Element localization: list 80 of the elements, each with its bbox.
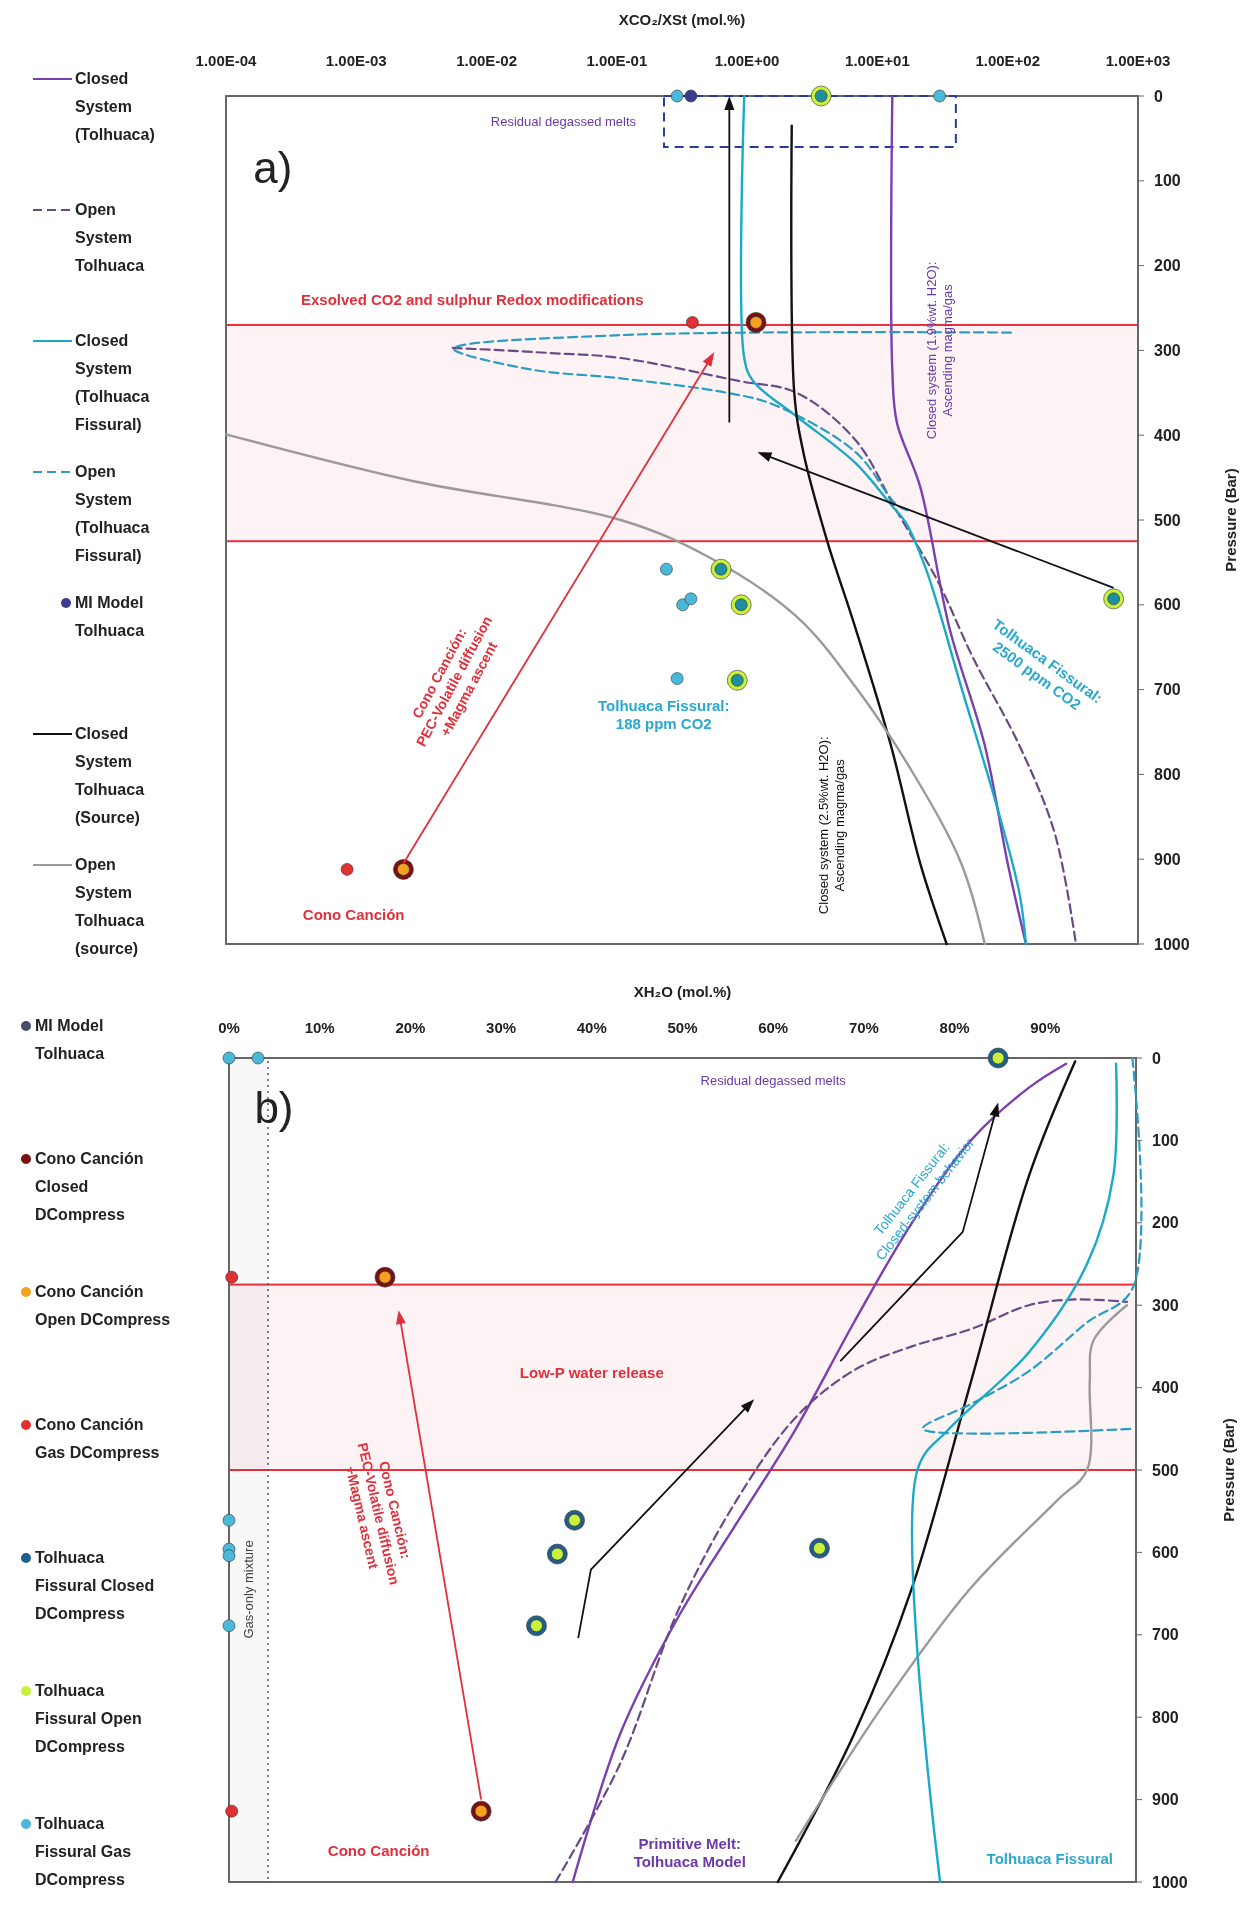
- x-tick-label: 1.00E-03: [325, 52, 387, 69]
- annotation: b): [254, 1082, 294, 1132]
- legend-label: MI Model Tolhuaca: [75, 594, 145, 639]
- y-tick-label: 700: [1152, 1626, 1179, 1644]
- y-tick-label: 0: [1152, 1049, 1161, 1067]
- x-tick-label: 70%: [848, 1019, 879, 1036]
- y-tick-label: 500: [1152, 1461, 1179, 1479]
- y-tick-label: 300: [1154, 342, 1181, 359]
- y-tick-label: 800: [1154, 766, 1181, 783]
- point: [222, 1513, 236, 1527]
- y-tick-label: 900: [1152, 1791, 1179, 1809]
- annotation: Residual degassed melts: [700, 1072, 847, 1088]
- x-tick-label: 90%: [1030, 1019, 1061, 1036]
- legend-label: Closed System Tolhuaca (Source): [75, 725, 145, 826]
- legend-label: Closed System (Tolhuaca): [75, 70, 155, 143]
- legend-label: Closed System (Tolhuaca Fissural): [75, 332, 150, 433]
- annotation: Closed system (1.9%wt. H2O): Ascending magma/gas: [923, 261, 955, 440]
- x-tick-label: 10%: [304, 1019, 335, 1036]
- legend-label: Cono Canción Open DCompress: [35, 1283, 171, 1328]
- x-tick-label: 1.00E-04: [195, 52, 258, 69]
- x-tick-label: 1.00E+00: [714, 52, 780, 69]
- y-tick-label: 300: [1152, 1296, 1179, 1314]
- annotation: Tolhuaca Fissural: 188 ppm CO2: [598, 697, 730, 733]
- x-tick-label: 1.00E-02: [456, 52, 518, 69]
- x-tick-label: 20%: [395, 1019, 426, 1036]
- annotation: Primitive Melt: Tolhuaca Model: [633, 1835, 746, 1871]
- y-axis-title: Pressure (Bar): [1222, 468, 1239, 572]
- y-tick-label: 400: [1152, 1379, 1179, 1397]
- legend-label: MI Model Tolhuaca: [35, 1017, 105, 1062]
- y-tick-label: 200: [1154, 257, 1181, 275]
- annotation: a): [253, 143, 293, 193]
- y-tick-label: 0: [1154, 87, 1163, 105]
- y-tick-label: 400: [1154, 426, 1181, 444]
- legend-label: Tolhuaca Fissural Closed DCompress: [35, 1549, 155, 1622]
- legend-label: Tolhuaca Fissural Gas DCompress: [35, 1815, 132, 1888]
- point: [225, 1804, 239, 1818]
- y-tick-label: 700: [1154, 681, 1181, 699]
- y-tick-label: 800: [1152, 1708, 1179, 1726]
- point: [222, 1549, 236, 1562]
- y-tick-label: 900: [1154, 850, 1181, 868]
- y-tick-label: 500: [1154, 511, 1181, 529]
- x-tick-label: 1.00E+01: [845, 52, 910, 69]
- x-tick-label: 1.00E-01: [586, 52, 648, 69]
- y-tick-label: 100: [1152, 1132, 1179, 1149]
- y-tick-label: 200: [1152, 1214, 1179, 1232]
- y-axis-title: Pressure (Bar): [1220, 1418, 1237, 1522]
- band-label: Gas-only mixture: [241, 1540, 257, 1639]
- x-tick-label: 60%: [758, 1019, 789, 1036]
- point: [222, 1619, 236, 1633]
- point: [225, 1270, 239, 1284]
- x-tick-label: 0%: [218, 1019, 240, 1036]
- x-tick-label: 30%: [486, 1019, 517, 1036]
- annotation: Low-P water release: [519, 1364, 664, 1382]
- legend-label: Open System Tolhuaca (source): [75, 856, 145, 957]
- annotation: Tolhuaca Fissural: [986, 1850, 1114, 1868]
- legend-label: Tolhuaca Fissural Open DCompress: [35, 1682, 142, 1755]
- legend-label: Open System Tolhuaca: [75, 201, 145, 274]
- annotation: Residual degassed melts: [490, 113, 637, 129]
- x-tick-label: 50%: [667, 1019, 698, 1036]
- annotation: Cono Canción: [302, 905, 405, 923]
- point: [251, 1051, 265, 1065]
- annotation: Cono Canción: [327, 1841, 430, 1859]
- annotation: Closed system (2.5%wt. H2O): Ascending magma/gas: [816, 736, 847, 915]
- annotation: Exsolved CO2 and sulphur Redox modifications: [300, 290, 644, 308]
- x-tick-label: 1.00E+03: [1105, 52, 1171, 69]
- legend-label: Cono Canción Closed DCompress: [35, 1150, 144, 1223]
- y-tick-label: 600: [1152, 1544, 1179, 1561]
- legend-label: Open System (Tolhuaca Fissural): [75, 463, 150, 564]
- y-tick-label: 100: [1154, 172, 1181, 190]
- x-axis-title: XH₂O (mol.%): [633, 983, 732, 1000]
- y-tick-label: 600: [1154, 596, 1181, 614]
- line-series: [794, 1304, 1129, 1842]
- x-tick-label: 1.00E+02: [975, 52, 1041, 69]
- x-axis-title: XCO₂/XSt (mol.%): [618, 11, 746, 28]
- legend-label: Cono Canción Gas DCompress: [35, 1416, 160, 1461]
- x-tick-label: 80%: [939, 1019, 970, 1036]
- y-tick-label: 1000: [1152, 1873, 1188, 1891]
- point: [222, 1051, 236, 1065]
- x-tick-label: 40%: [576, 1019, 607, 1036]
- y-tick-label: 1000: [1154, 935, 1190, 953]
